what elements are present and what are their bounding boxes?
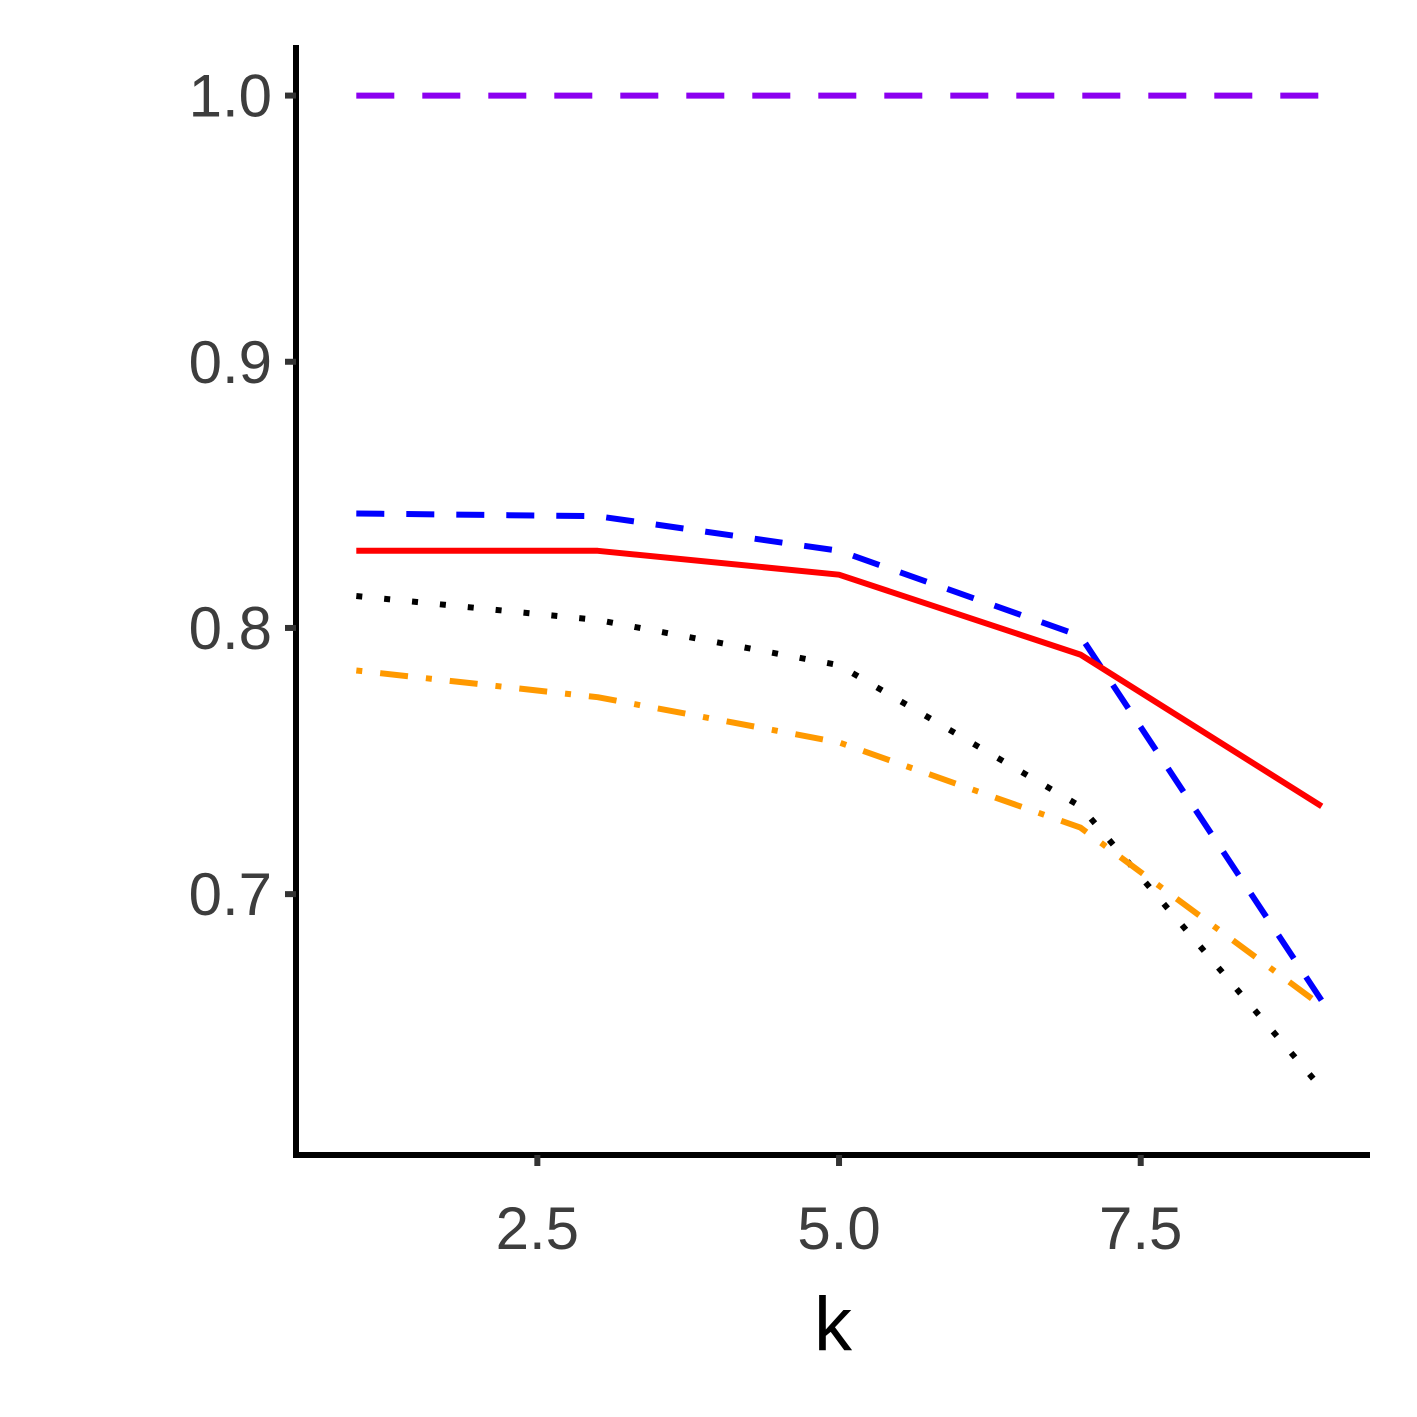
y-tick-label: 0.9 — [189, 329, 272, 396]
series-line-5 — [355, 667, 1324, 1009]
x-tick-label: 5.0 — [797, 1195, 880, 1262]
ticks: 0.7 0.8 0.9 1.0 2.5 5.0 7.5 — [189, 63, 1183, 1262]
series-layer — [355, 92, 1325, 1091]
x-axis-title: k — [814, 1282, 853, 1367]
series-line-3 — [356, 547, 1324, 809]
series-line-4 — [356, 593, 1324, 1091]
x-tick-label: 2.5 — [496, 1195, 579, 1262]
x-tick-label: 7.5 — [1099, 1195, 1182, 1262]
axes — [293, 45, 1370, 1158]
y-tick-label: 0.7 — [189, 861, 272, 928]
y-tick-label: 1.0 — [189, 63, 272, 130]
y-tick-label: 0.8 — [189, 595, 272, 662]
series-line-2 — [356, 510, 1325, 1003]
